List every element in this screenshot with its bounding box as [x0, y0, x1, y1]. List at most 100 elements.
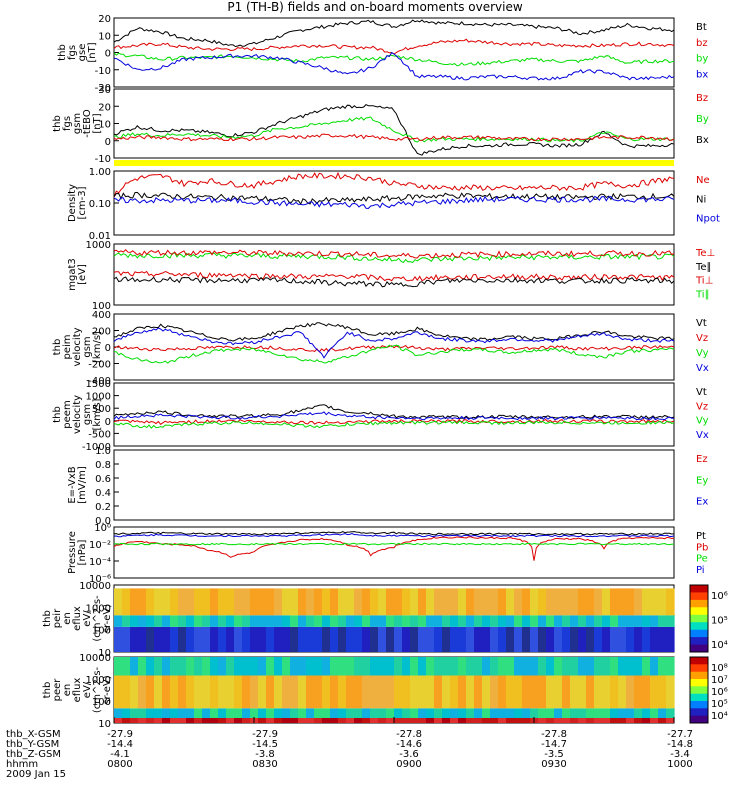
spectrogram-cell	[338, 588, 347, 616]
y-tick-label: -10	[95, 154, 111, 165]
series-line-Vz	[113, 344, 675, 353]
spectrogram-cell	[626, 657, 635, 676]
spectrogram-cell	[642, 615, 651, 627]
spectrogram-cell	[202, 708, 211, 718]
spectrogram-cell	[522, 708, 531, 718]
spectrogram-cell	[154, 588, 163, 616]
spectrogram-cell	[170, 657, 179, 676]
legend-entry: Bt	[696, 22, 707, 33]
legend-entry: Npot	[696, 214, 720, 225]
spectrogram-cell	[618, 657, 627, 676]
spectrogram-cell	[226, 708, 235, 718]
colorbar-segment	[690, 686, 708, 695]
spectrogram-cell	[434, 718, 443, 723]
footer-tick: -14.7	[541, 739, 567, 750]
footer-label: thb_Z-GSM	[6, 749, 61, 760]
footer-label: thb_Y-GSM	[6, 739, 60, 750]
spectrogram-cell	[122, 675, 131, 709]
spectrogram-cell	[330, 615, 339, 627]
y-tick-label: 1.0	[95, 446, 111, 457]
spectrogram-cell	[194, 675, 203, 709]
spectrogram-cell	[218, 588, 227, 616]
spectrogram-cell	[322, 588, 331, 616]
spectrogram-cell	[658, 657, 667, 676]
y-tick-label: 1000	[86, 603, 111, 614]
spectrogram-cell	[610, 708, 619, 718]
spectrogram-cell	[354, 615, 363, 627]
spectrogram-cell	[178, 708, 187, 718]
spectrogram-cell	[530, 626, 539, 652]
legend-entry: Te∥	[695, 262, 712, 273]
spectrogram-cell	[546, 626, 555, 652]
series-line-Pt	[113, 531, 675, 536]
y-axis-label: sr-eV)	[102, 604, 113, 633]
spectrogram-cell	[386, 675, 395, 709]
spectrogram-cell	[226, 588, 235, 616]
spectrogram-cell	[354, 657, 363, 676]
y-axis-label: peir	[52, 608, 63, 628]
spectrogram-cell	[418, 718, 427, 723]
spectrogram-cell	[282, 708, 291, 718]
spectrogram-cell	[202, 615, 211, 627]
spectrogram-cell	[578, 708, 587, 718]
spectrogram-cell	[530, 588, 539, 616]
spectrogram-cell	[570, 718, 579, 723]
spectrogram-cell	[146, 675, 155, 709]
spectrogram-cell	[114, 657, 123, 676]
y-tick-label: 10⁻⁶	[89, 574, 111, 585]
spectrogram-cell	[474, 657, 483, 676]
spectrogram-cell	[274, 588, 283, 616]
y-tick-label: 1000	[86, 392, 111, 403]
spectrogram-cell	[154, 657, 163, 676]
spectrogram-cell	[506, 708, 515, 718]
spectrogram-cell	[386, 615, 395, 627]
spectrogram-cell	[202, 675, 211, 709]
y-tick-label: 0.6	[95, 474, 111, 485]
series-line-Bt	[113, 19, 675, 48]
spectrogram-cell	[602, 588, 611, 616]
spectrogram-cell	[130, 615, 139, 627]
spectrogram-cell	[290, 675, 299, 709]
y-axis-label: peim	[62, 334, 73, 359]
spectrogram-cell	[122, 588, 131, 616]
spectrogram-cell	[594, 708, 603, 718]
y-tick-label: -10	[95, 66, 111, 77]
spectrogram-cell	[378, 626, 387, 652]
spectrogram-cell	[562, 657, 571, 676]
spectrogram-cell	[218, 675, 227, 709]
spectrogram-cell	[226, 626, 235, 652]
spectrogram-cell	[346, 626, 355, 652]
y-tick-label: 1.00	[89, 167, 111, 178]
spectrogram-cell	[322, 708, 331, 718]
spectrogram-cell	[378, 708, 387, 718]
spectrogram-cell	[170, 675, 179, 709]
series-line-Vy	[113, 420, 675, 429]
y-tick-label: 1500	[86, 379, 111, 390]
spectrogram-cell	[482, 708, 491, 718]
footer-row-z: thb_Z-GSM -4.1 -3.8 -3.6 -3.5 -3.4	[6, 750, 746, 760]
spectrogram-cell	[266, 708, 275, 718]
spectrogram-cell	[306, 718, 315, 723]
series-line-by	[113, 52, 675, 67]
y-axis-label: [km/s]	[92, 331, 103, 363]
spectrogram-cell	[578, 657, 587, 676]
spectrogram-cell	[666, 615, 675, 627]
colorbar-segment	[690, 622, 708, 631]
spectrogram-cell	[434, 588, 443, 616]
legend-entry: Vt	[696, 387, 707, 398]
spectrogram-cell	[274, 675, 283, 709]
spectrogram-cell	[266, 615, 275, 627]
spectrogram-cell	[258, 708, 267, 718]
spectrogram-cell	[130, 626, 139, 652]
spectrogram-cell	[466, 657, 475, 676]
spectrogram-cell	[394, 657, 403, 676]
spectrogram-cell	[170, 718, 179, 723]
spectrogram-cell	[298, 675, 307, 709]
spectrogram-cell	[594, 718, 603, 723]
spectrogram-cell	[562, 626, 571, 652]
spectrogram-cell	[194, 615, 203, 627]
spectrogram-cell	[474, 708, 483, 718]
y-axis-label: Density	[67, 184, 78, 222]
figure-title: P1 (TH-B) fields and on-board moments ov…	[227, 0, 523, 14]
spectrogram-cell	[450, 708, 459, 718]
